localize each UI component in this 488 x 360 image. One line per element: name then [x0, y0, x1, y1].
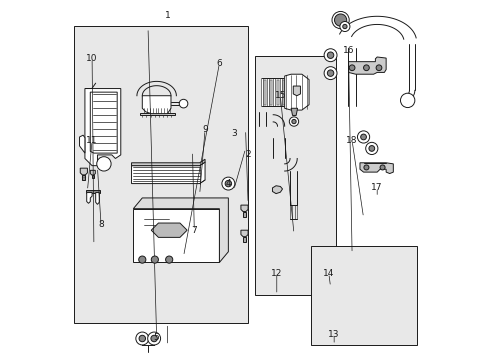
Polygon shape	[80, 135, 85, 153]
Bar	[266, 78, 268, 107]
Polygon shape	[359, 163, 392, 174]
Text: 8: 8	[98, 220, 104, 229]
Circle shape	[339, 22, 349, 32]
Bar	[276, 80, 278, 105]
Bar	[242, 212, 245, 217]
Text: 12: 12	[270, 269, 282, 278]
Text: 7: 7	[191, 226, 197, 235]
Circle shape	[151, 256, 158, 263]
Circle shape	[324, 49, 336, 62]
Text: 15: 15	[274, 91, 285, 100]
Polygon shape	[131, 159, 204, 166]
Circle shape	[379, 165, 384, 170]
Circle shape	[179, 99, 187, 108]
Text: 2: 2	[245, 150, 250, 159]
Polygon shape	[272, 186, 282, 194]
Bar	[282, 80, 285, 105]
Polygon shape	[241, 230, 247, 237]
Circle shape	[97, 157, 111, 171]
Circle shape	[136, 332, 148, 345]
Text: 10: 10	[86, 54, 98, 63]
Bar	[242, 237, 245, 242]
Circle shape	[360, 134, 366, 140]
Polygon shape	[96, 193, 99, 204]
Text: 11: 11	[86, 136, 98, 145]
Circle shape	[348, 65, 354, 71]
Polygon shape	[133, 198, 228, 262]
Polygon shape	[241, 205, 247, 212]
Circle shape	[291, 120, 296, 124]
Text: 18: 18	[346, 136, 357, 145]
Circle shape	[224, 180, 231, 187]
Bar	[279, 78, 281, 107]
Bar	[140, 113, 174, 116]
Polygon shape	[90, 170, 95, 175]
Polygon shape	[85, 89, 121, 166]
Circle shape	[165, 256, 172, 263]
Circle shape	[222, 177, 234, 190]
Text: 9: 9	[202, 125, 207, 134]
Polygon shape	[348, 57, 386, 74]
Text: 17: 17	[371, 183, 382, 192]
Circle shape	[326, 70, 333, 76]
Circle shape	[363, 65, 368, 71]
Circle shape	[342, 24, 346, 29]
Polygon shape	[151, 223, 187, 237]
Polygon shape	[142, 96, 171, 114]
Circle shape	[324, 67, 336, 80]
Polygon shape	[290, 108, 297, 116]
Circle shape	[357, 131, 369, 143]
Bar	[263, 80, 265, 105]
Bar	[273, 78, 275, 107]
Circle shape	[400, 93, 414, 108]
Circle shape	[334, 14, 346, 26]
Circle shape	[365, 142, 377, 154]
Text: 6: 6	[216, 59, 222, 68]
Text: 14: 14	[323, 269, 334, 278]
Bar	[310, 246, 416, 345]
Text: 4: 4	[225, 179, 231, 188]
Circle shape	[334, 14, 346, 26]
Circle shape	[151, 335, 157, 342]
Circle shape	[139, 335, 145, 342]
Text: 16: 16	[342, 46, 353, 55]
Text: 3: 3	[230, 129, 236, 138]
Polygon shape	[133, 209, 219, 262]
Polygon shape	[131, 162, 204, 184]
Bar	[92, 175, 94, 178]
Circle shape	[331, 12, 348, 29]
Circle shape	[375, 65, 381, 71]
Text: 5: 5	[153, 333, 159, 342]
Polygon shape	[80, 168, 87, 175]
Text: 1: 1	[164, 10, 170, 19]
Bar	[86, 190, 100, 193]
Bar	[260, 78, 262, 107]
Circle shape	[147, 332, 160, 345]
Text: 13: 13	[328, 330, 339, 339]
Circle shape	[337, 18, 343, 23]
Bar	[82, 175, 85, 180]
Circle shape	[326, 52, 333, 58]
Bar	[139, 214, 214, 259]
Circle shape	[139, 256, 145, 263]
Polygon shape	[293, 86, 300, 96]
Bar	[269, 80, 272, 105]
Polygon shape	[86, 193, 92, 203]
Polygon shape	[284, 74, 308, 110]
Bar	[74, 26, 247, 323]
Circle shape	[363, 165, 368, 170]
Circle shape	[368, 145, 374, 151]
Bar	[255, 56, 335, 295]
Circle shape	[289, 117, 298, 126]
